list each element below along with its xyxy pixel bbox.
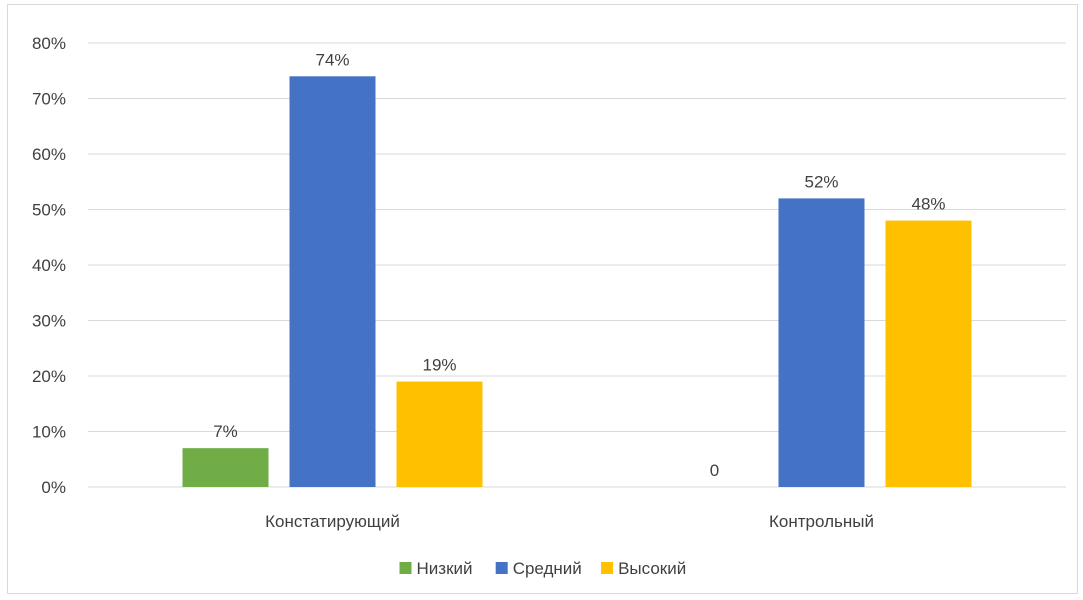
bar: [778, 198, 865, 487]
x-axis: Констатирующий Контрольный: [265, 512, 874, 531]
data-label: 19%: [422, 356, 456, 375]
y-tick-label: 60%: [32, 145, 66, 164]
bar: [182, 448, 269, 487]
y-tick-label: 40%: [32, 256, 66, 275]
legend-swatch: [399, 562, 412, 574]
data-label: 52%: [804, 172, 838, 191]
data-label: 0: [710, 461, 719, 480]
x-category-label: Контрольный: [769, 512, 874, 531]
y-tick-label: 30%: [32, 312, 66, 331]
bar: [396, 381, 483, 487]
legend: Низкий Средний Высокий: [399, 559, 686, 578]
y-tick-label: 0%: [41, 478, 66, 497]
y-tick-label: 10%: [32, 423, 66, 442]
legend-item: Высокий: [601, 559, 686, 578]
y-tick-label: 70%: [32, 90, 66, 109]
bar: [885, 220, 972, 487]
legend-swatch: [495, 562, 508, 574]
legend-label: Средний: [513, 559, 582, 578]
x-category-label: Констатирующий: [265, 512, 400, 531]
data-label: 48%: [911, 195, 945, 214]
y-tick-label: 80%: [32, 34, 66, 53]
legend-item: Низкий: [399, 559, 473, 578]
y-tick-label: 50%: [32, 201, 66, 220]
y-tick-label: 20%: [32, 367, 66, 386]
legend-label: Высокий: [618, 559, 686, 578]
data-label: 74%: [315, 50, 349, 69]
legend-item: Средний: [495, 559, 582, 578]
bars: [182, 76, 972, 488]
legend-swatch: [601, 562, 614, 574]
y-axis: 0% 10% 20% 30% 40% 50% 60% 70% 80%: [32, 34, 66, 497]
data-label: 7%: [213, 422, 238, 441]
legend-label: Низкий: [417, 559, 473, 578]
bar: [289, 76, 376, 488]
data-labels: 7% 74% 19% 0 52% 48%: [213, 50, 945, 480]
